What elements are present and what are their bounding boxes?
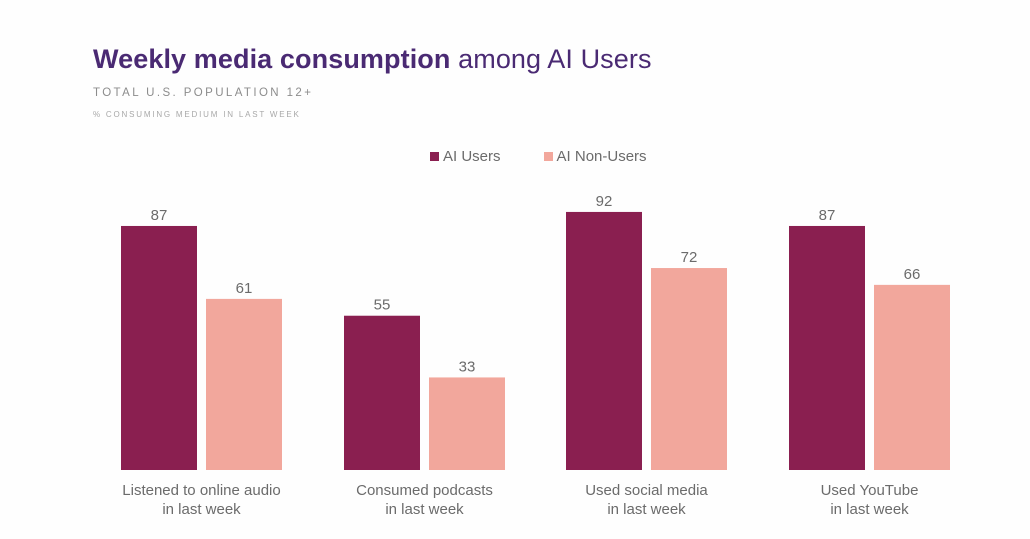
- data-label-ai-users-2: 55: [374, 297, 391, 314]
- category-label-line: Used YouTube: [820, 482, 919, 499]
- chart-title: Weekly media consumption among AI Users: [93, 44, 652, 75]
- category-label-line: in last week: [607, 501, 686, 518]
- legend-item-ai-users: AI Users: [430, 148, 501, 165]
- chart-measure-note: % CONSUMING MEDIUM IN LAST WEEK: [93, 110, 301, 119]
- category-label-line: in last week: [385, 501, 464, 518]
- legend-label-ai-non-users: AI Non-Users: [556, 148, 647, 165]
- data-label-ai-users-1: 87: [151, 207, 168, 224]
- legend-item-ai-non-users: AI Non-Users: [543, 148, 647, 165]
- chart-subtitle: TOTAL U.S. POPULATION 12+: [93, 87, 314, 99]
- data-label-ai-non-users-2: 33: [459, 358, 476, 375]
- chart-title-rest: among AI Users: [458, 44, 652, 74]
- category-label-1: Listened to online audio in last week: [82, 481, 322, 519]
- chart-legend: AI Users AI Non-Users: [430, 148, 690, 165]
- bar-ai-users-4: [789, 225, 865, 470]
- data-label-ai-non-users-4: 66: [904, 266, 921, 283]
- bar-ai-non-users-3: [651, 268, 727, 470]
- bar-ai-non-users-1: [206, 298, 282, 470]
- category-label-2: Consumed podcasts in last week: [305, 481, 545, 519]
- category-label-line: in last week: [162, 501, 241, 518]
- legend-swatch-ai-non-users: [543, 152, 553, 161]
- bar-ai-non-users-4: [874, 284, 950, 470]
- bar-ai-users-2: [344, 315, 420, 470]
- category-label-line: Consumed podcasts: [356, 482, 493, 499]
- bar-ai-users-1: [121, 225, 197, 470]
- category-label-4: Used YouTube in last week: [750, 481, 990, 519]
- data-label-ai-users-4: 87: [819, 207, 836, 224]
- data-label-ai-non-users-3: 72: [681, 249, 698, 266]
- bar-ai-users-3: [566, 211, 642, 470]
- legend-swatch-ai-users: [430, 152, 439, 161]
- legend-label-ai-users: AI Users: [443, 148, 501, 165]
- category-label-line: in last week: [830, 501, 909, 518]
- data-label-ai-users-3: 92: [596, 193, 613, 210]
- bar-ai-non-users-2: [429, 377, 505, 470]
- category-label-3: Used social media in last week: [527, 481, 767, 519]
- chart-title-bold: Weekly media consumption: [93, 44, 451, 74]
- category-label-line: Used social media: [585, 482, 708, 499]
- category-label-line: Listened to online audio: [122, 482, 281, 499]
- data-label-ai-non-users-1: 61: [236, 280, 253, 297]
